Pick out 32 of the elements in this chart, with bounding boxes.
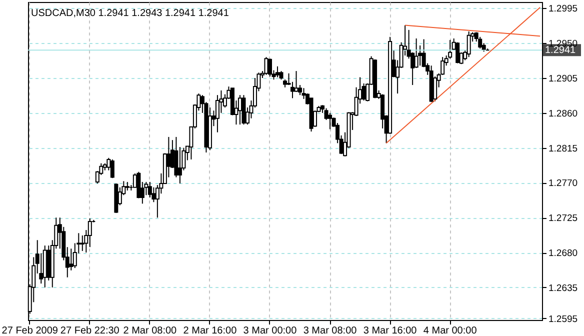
y-tick-label: 1.2905 <box>548 74 578 85</box>
x-tick-label: 27 Feb 2009 <box>2 326 58 336</box>
y-tick-label: 1.2860 <box>548 108 578 120</box>
candlestick <box>148 181 152 198</box>
candlestick <box>268 58 272 77</box>
y-tick-label: 1.2635 <box>548 282 578 294</box>
x-tick-label: 2 Mar 08:00 <box>123 326 178 336</box>
candlestick <box>215 94 220 133</box>
x-tick-label: 27 Feb 22:30 <box>60 326 120 336</box>
y-tick-label: 1.2770 <box>548 178 578 190</box>
candlestick <box>478 36 482 50</box>
x-tick-label: 4 Mar 00:00 <box>423 326 478 336</box>
y-tick-label: 1.2725 <box>548 213 578 224</box>
candlestick <box>466 30 471 58</box>
y-tick-label: 1.2680 <box>548 248 578 260</box>
candlestick <box>178 146 182 184</box>
candlestick <box>275 66 280 78</box>
candlestick <box>294 70 298 92</box>
y-tick-label: 1.2995 <box>548 4 578 15</box>
y-tick-label: 1.2815 <box>548 143 578 154</box>
x-tick-label: 3 Mar 00:00 <box>243 326 298 336</box>
y-tick-label: 1.2595 <box>548 314 578 325</box>
candlestick <box>238 94 242 126</box>
candlestick <box>110 158 114 179</box>
candlestick <box>456 42 460 64</box>
text: USDCAD,M30 1.2941 1.2943 1.2941 1.2941 <box>31 8 230 19</box>
candlestick <box>328 112 332 130</box>
candlestick <box>264 56 268 76</box>
x-tick-label: 3 Mar 08:00 <box>303 326 358 336</box>
x-tick-label: 3 Mar 16:00 <box>363 326 418 336</box>
candlestick <box>414 38 418 68</box>
x-tick-label: 2 Mar 16:00 <box>183 326 238 336</box>
